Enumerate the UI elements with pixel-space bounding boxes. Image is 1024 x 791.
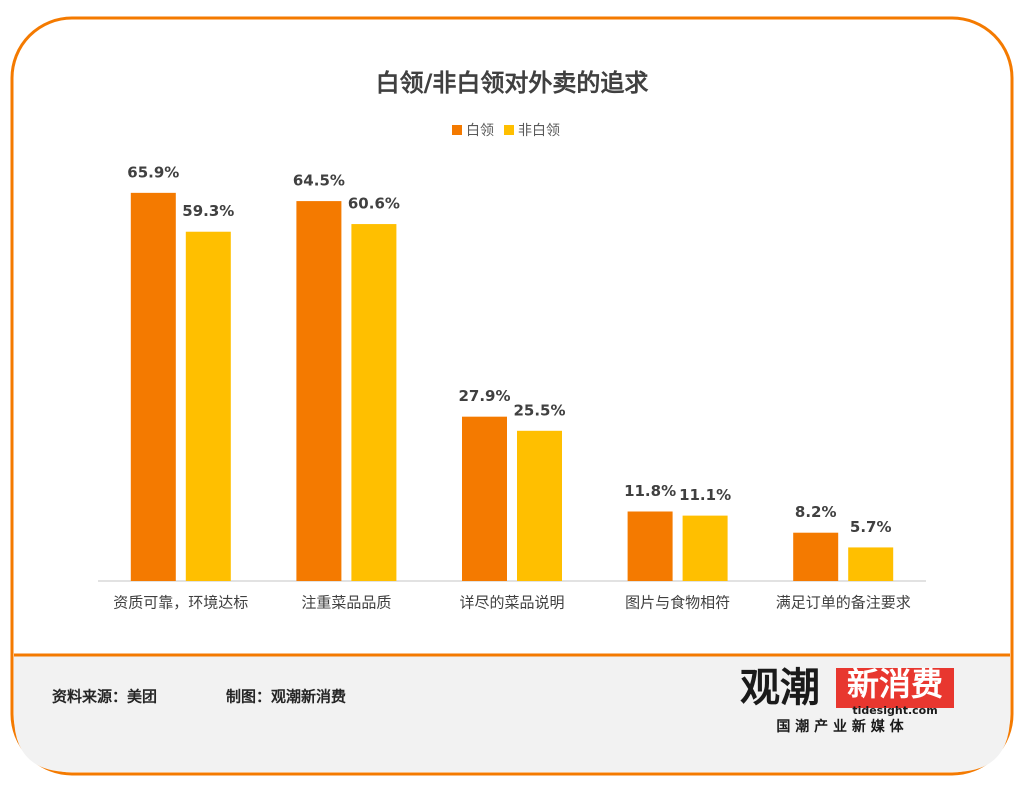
footer-bg [14,655,1010,772]
bar [682,515,728,581]
value-label: 60.6% [348,195,400,213]
bar [130,192,176,581]
legend-label: 非白领 [518,123,560,139]
source: 资料来源：美团 [52,688,157,706]
bar [296,201,342,581]
value-label: 8.2% [795,503,837,521]
value-label: 11.8% [624,482,676,500]
bar [517,430,562,581]
chart-title: 白领/非白领对外卖的追求 [376,69,649,97]
value-label: 5.7% [850,518,892,536]
value-label: 27.9% [458,387,510,405]
value-label: 11.1% [679,486,731,504]
legend-label: 白领 [466,123,494,139]
value-label: 64.5% [293,172,345,190]
x-tick-label: 图片与食物相符 [625,594,730,612]
x-tick-label: 资质可靠，环境达标 [113,594,248,612]
x-tick-label: 详尽的菜品说明 [459,594,564,612]
logo-site: tidesight.com [852,704,937,717]
legend-swatch [452,125,462,135]
legend-swatch [504,125,514,135]
bar [848,547,894,581]
bar [793,532,839,581]
logo-name: 观潮 [740,665,820,711]
bar [627,511,673,581]
value-label: 25.5% [513,401,565,419]
maker: 制图：观潮新消费 [226,688,346,706]
x-tick-label: 满足订单的备注要求 [776,594,911,612]
logo-box [836,668,954,708]
x-tick-label: 注重菜品品质 [301,594,391,612]
card [10,16,1014,776]
value-label: 65.9% [127,163,179,181]
logo-name: 新消费 [847,665,943,703]
logo-tagline: 国 潮 产 业 新 媒 体 [776,718,904,735]
value-label: 59.3% [182,202,234,220]
bar [185,231,231,581]
bar [462,416,507,581]
bar [351,224,397,582]
